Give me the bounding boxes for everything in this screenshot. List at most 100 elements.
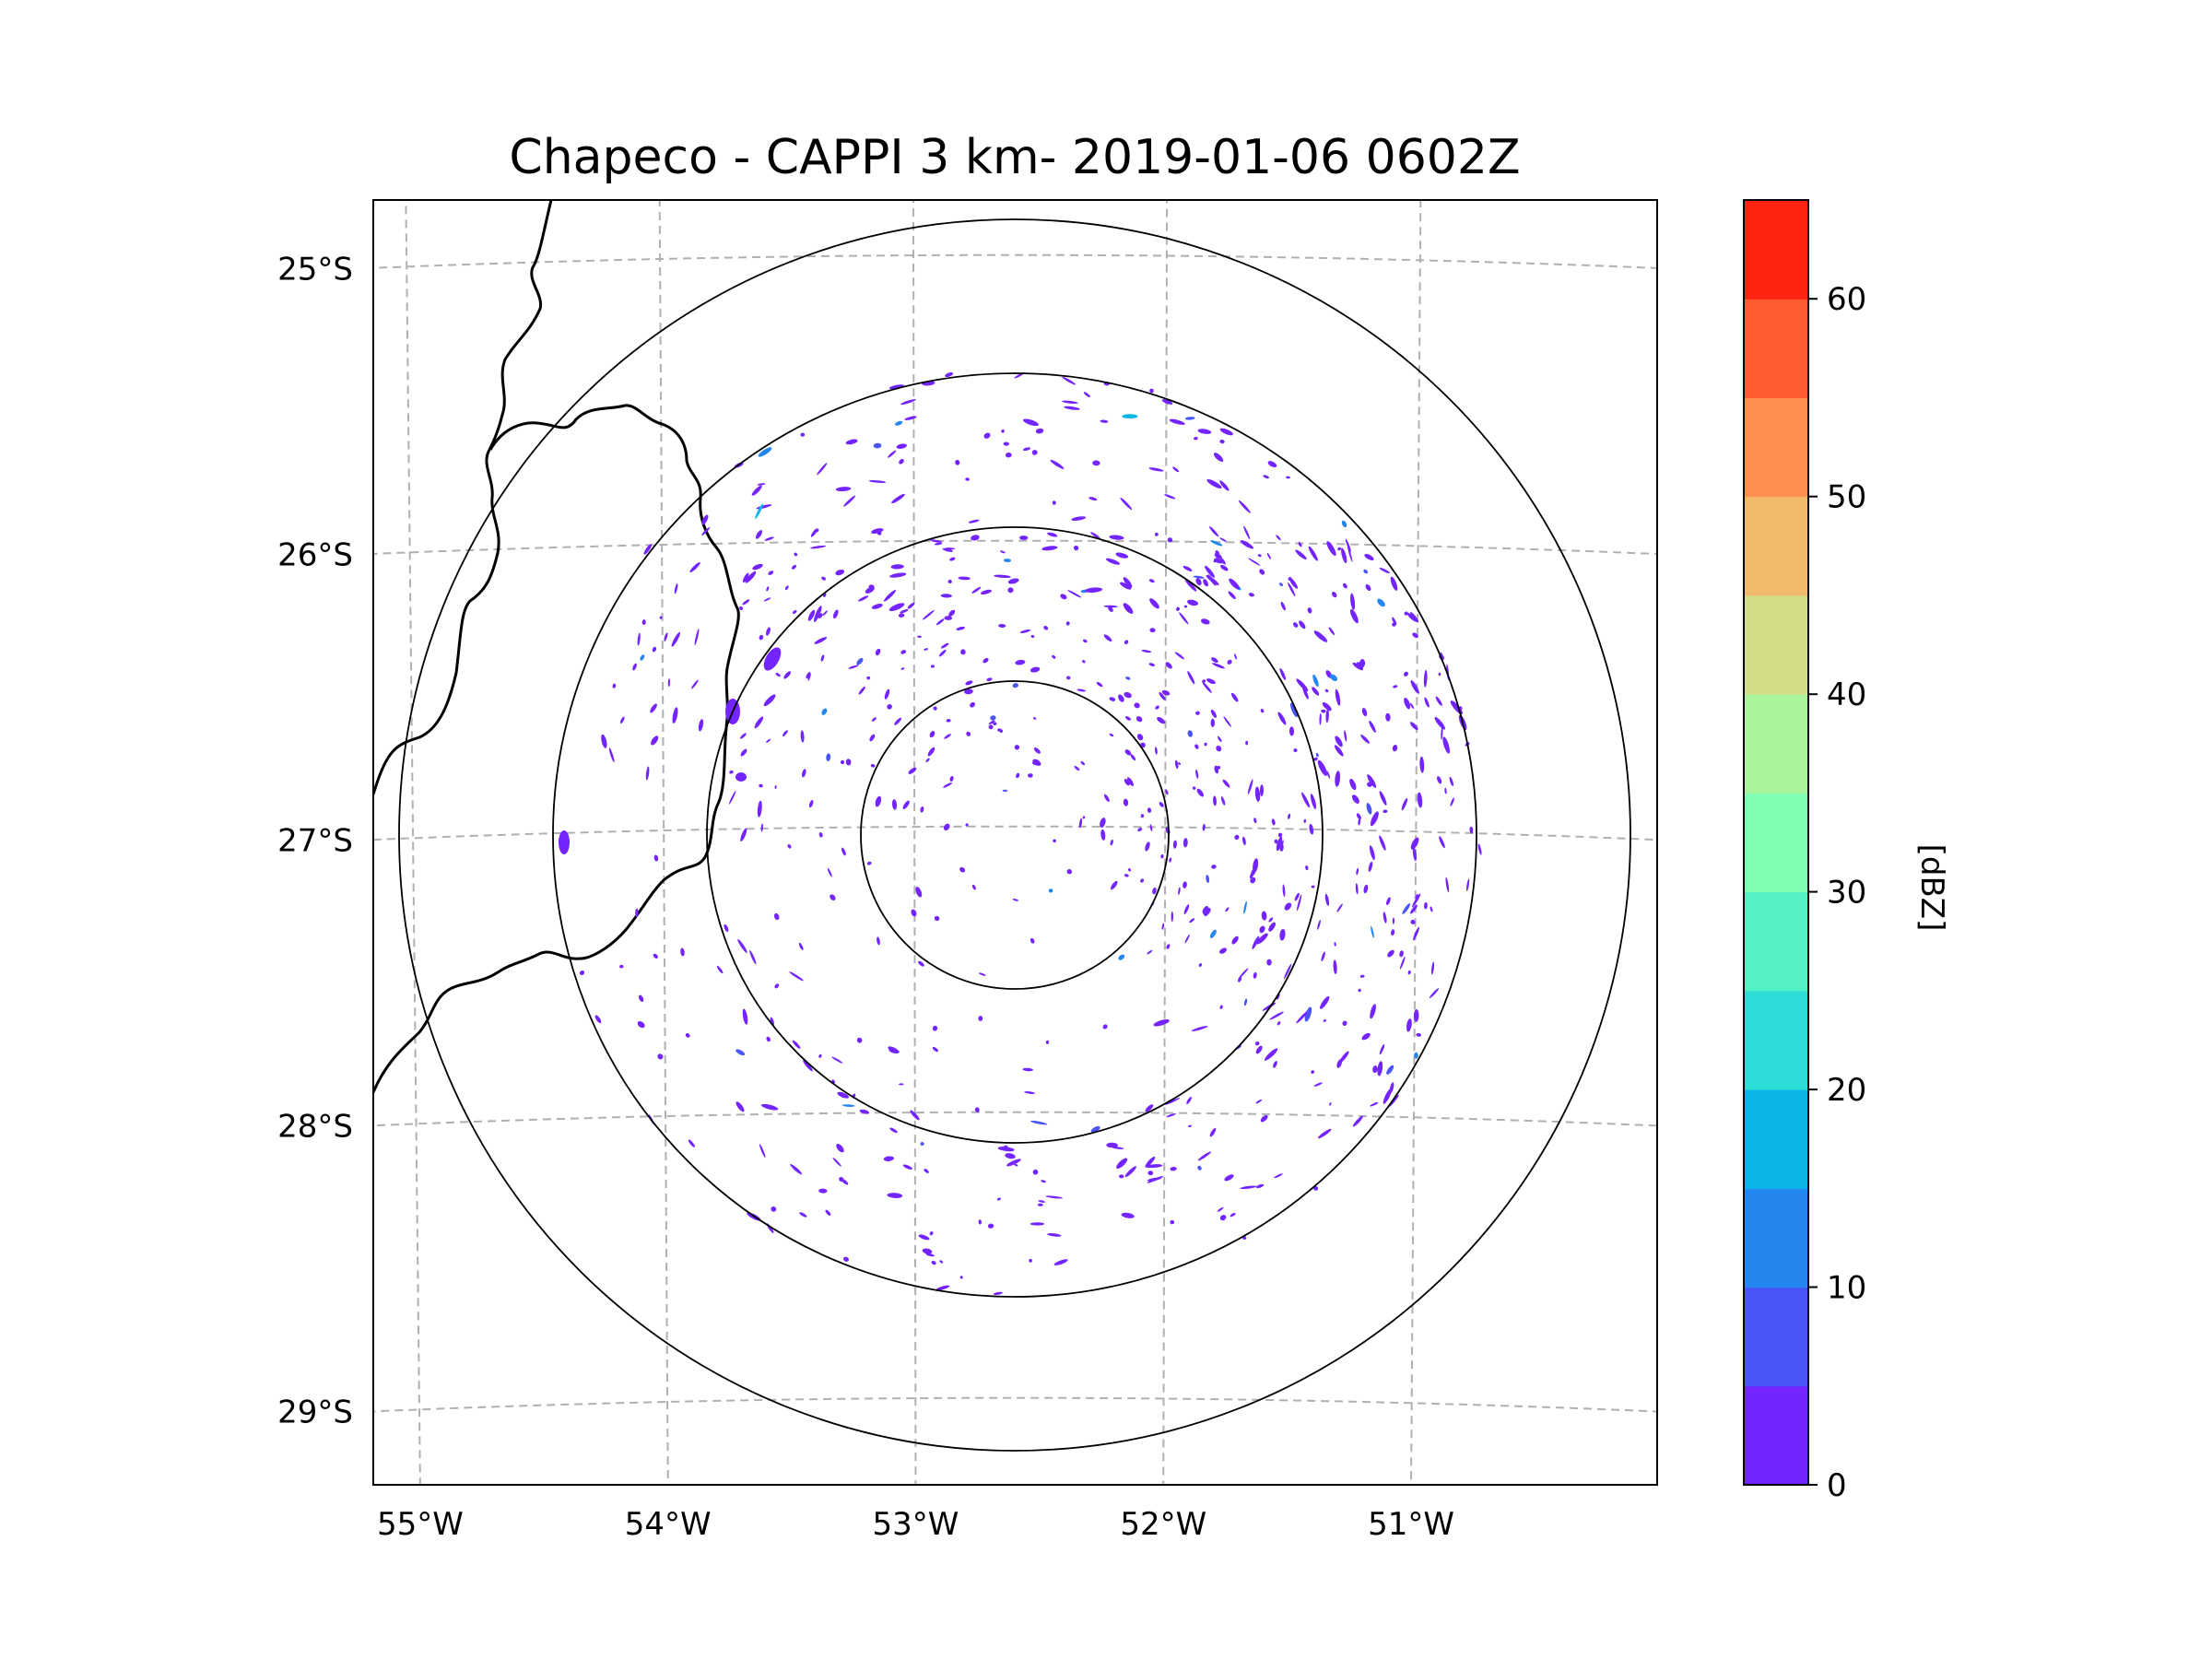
colorbar-segment [1744,1385,1808,1486]
echo-cell [1243,998,1248,1006]
echo-cell [1210,709,1217,718]
echo-cell [1304,1006,1312,1022]
echo-cell [740,748,747,757]
echo-cell [891,799,898,810]
echo-cell [900,667,905,670]
echo-cell [944,734,951,739]
echo-cell [698,719,704,732]
echo-cell [968,519,980,524]
echo-cell [1109,697,1116,701]
echo-cell [1103,605,1118,608]
echo-cell [1255,1183,1265,1189]
echo-cell [643,544,653,555]
echo-cell [680,947,685,957]
echo-cell [1368,861,1373,872]
echo-cell [632,663,637,671]
echo-cell [1121,1212,1135,1218]
echo-cell [836,1144,844,1153]
echo-cell [1041,546,1058,551]
map-area [373,200,1657,1485]
echo-cell [1344,730,1347,742]
echo-cell [917,635,922,639]
echo-cell [1166,1113,1176,1118]
echo-cell [1254,1041,1260,1046]
echo-cell [1413,926,1419,941]
echo-cell [1216,746,1222,752]
echo-cell [1307,607,1312,614]
radar-echoes [559,372,1482,1296]
echo-cell [1385,712,1391,722]
echo-cell [1452,701,1458,708]
echo-cell [1255,1099,1263,1104]
echo-cell [1102,1024,1108,1030]
echo-cell [1352,662,1364,671]
echo-cell [1361,1032,1371,1041]
echo-cell [1169,857,1172,863]
echo-cell [579,970,585,976]
echo-cell [997,1147,1015,1152]
echo-cell [810,545,827,549]
echo-cell [1106,1142,1118,1148]
echo-cell [1229,578,1241,590]
echo-cell [910,1110,920,1121]
echo-cell [1197,1165,1202,1171]
echo-cell [1302,685,1309,700]
echo-cell [1247,779,1253,794]
lon-tick-label: 53°W [873,1506,959,1543]
echo-cell [999,550,1006,554]
echo-cell [1015,659,1026,665]
echo-cell [1174,759,1179,770]
echo-cell [833,609,839,619]
echo-cell [940,594,952,598]
echo-cell [1429,988,1440,999]
gridline-lat [373,253,1657,269]
echo-cell [1077,688,1087,692]
echo-cell [1409,722,1418,731]
echo-cell [1288,577,1299,589]
latitude-tick-labels: 25°S 26°S 27°S 28°S 29°S [277,251,353,1430]
echo-cell [1313,630,1328,642]
echo-cell [1082,816,1086,819]
echo-cell [887,703,892,710]
echo-cell [1160,854,1164,859]
echo-cell [1315,752,1319,758]
colorbar-segment [1744,1089,1808,1189]
echo-cell [944,616,953,620]
echo-cell [843,495,856,507]
echo-cell [1248,558,1261,566]
echo-cell [899,458,904,465]
colorbar-tick-label: 40 [1827,677,1866,713]
echo-cell [1123,603,1134,614]
echo-cell [818,1188,828,1194]
echo-cell [790,1163,803,1175]
echo-cell [1217,1206,1224,1212]
echo-cell [1109,733,1114,737]
echo-cell [740,733,747,739]
echo-cell [930,539,943,543]
echo-cell [1155,747,1158,755]
echo-cell [807,609,816,621]
colorbar-segment [1744,299,1808,398]
echo-cell [868,584,875,589]
echo-cell [672,707,678,724]
echo-cell [1030,1222,1045,1226]
echo-cell [1109,535,1124,540]
echo-cell [1147,1175,1164,1183]
colorbar-ticks: 0 10 20 30 40 50 60 [1808,281,1866,1504]
echo-cell [1161,399,1173,405]
echo-cell [1078,818,1083,829]
echo-cell [1326,541,1336,557]
echo-cell [871,528,884,535]
echo-cell [978,1016,983,1021]
echo-cell [1379,835,1386,851]
echo-cell [979,972,986,976]
echo-cell [856,1037,863,1043]
gridline-lat [373,1111,1657,1127]
echo-cell [1317,919,1321,930]
longitude-tick-labels: 55°W 54°W 53°W 52°W 51°W [377,1506,1454,1543]
colorbar-tick-label: 60 [1827,281,1866,318]
echo-cell [814,606,822,622]
echo-cell [1370,811,1379,827]
echo-cell [911,909,917,917]
